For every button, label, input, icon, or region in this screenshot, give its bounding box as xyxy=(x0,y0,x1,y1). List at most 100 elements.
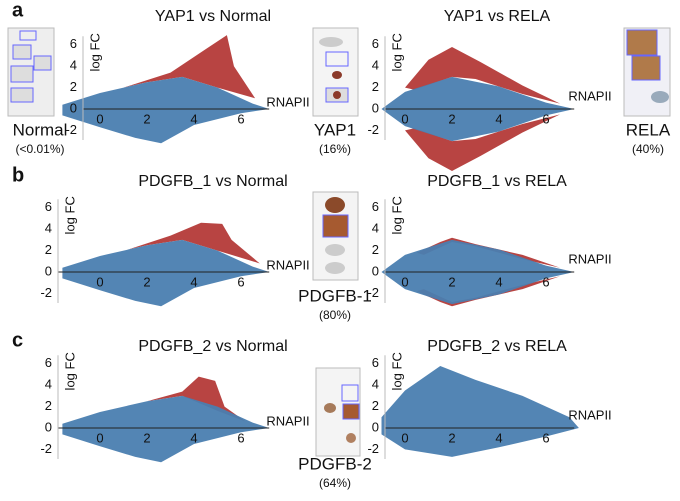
y-tick-label: 0 xyxy=(372,100,379,115)
x-tick-label: 6 xyxy=(542,111,549,126)
x-tick-label: 4 xyxy=(190,111,197,126)
point-cloud xyxy=(62,76,270,144)
point-cloud xyxy=(123,35,256,99)
y-tick-label: 2 xyxy=(45,242,52,257)
y-tick-label: 2 xyxy=(70,79,77,94)
y-tick-label: 2 xyxy=(372,79,379,94)
ma-plot xyxy=(62,35,270,144)
x-tick-label: 4 xyxy=(190,430,197,445)
annotation: RNAPII xyxy=(266,413,309,428)
x-tick-label: 4 xyxy=(190,274,197,289)
plot-title: PDGFB_2 vs RELA xyxy=(427,338,567,355)
y-tick-label: 6 xyxy=(372,355,379,370)
y-tick-label: 4 xyxy=(45,221,52,236)
annotation: RNAPII xyxy=(266,94,309,109)
y-tick-label: 4 xyxy=(45,377,52,392)
ma-plot xyxy=(57,199,270,307)
x-tick-label: 2 xyxy=(448,430,455,445)
plot-title: YAP1 vs Normal xyxy=(155,8,271,25)
sample-name: YAP1 xyxy=(314,120,356,139)
y-tick-label: 6 xyxy=(372,36,379,51)
x-tick-label: 0 xyxy=(401,111,408,126)
ma-plot xyxy=(381,199,575,307)
point-cloud xyxy=(405,46,561,104)
y-tick-label: 2 xyxy=(372,398,379,413)
annotation: RNAPII xyxy=(568,407,611,422)
plot-title: PDGFB_1 vs RELA xyxy=(427,173,567,190)
thumbnail-pdgfb2 xyxy=(315,367,361,457)
x-tick-label: 0 xyxy=(401,430,408,445)
x-tick-label: 0 xyxy=(96,111,103,126)
y-tick-label: 6 xyxy=(70,36,77,51)
y-tick-label: -2 xyxy=(40,285,52,300)
annotation: RNAPII xyxy=(568,88,611,103)
x-tick-label: 2 xyxy=(143,430,150,445)
panel-label: a xyxy=(12,0,24,21)
y-tick-label: 0 xyxy=(372,263,379,278)
x-tick-label: 6 xyxy=(237,111,244,126)
y-tick-label: -2 xyxy=(40,441,52,456)
y-tick-label: 6 xyxy=(372,199,379,214)
y-tick-label: -2 xyxy=(367,285,379,300)
point-cloud xyxy=(128,222,260,264)
x-tick-label: 2 xyxy=(143,274,150,289)
plot-title: YAP1 vs RELA xyxy=(444,8,551,25)
x-tick-label: 6 xyxy=(542,430,549,445)
x-tick-label: 4 xyxy=(495,111,502,126)
x-tick-label: 6 xyxy=(542,274,549,289)
x-tick-label: 4 xyxy=(495,430,502,445)
y-tick-label: 4 xyxy=(372,58,379,73)
ma-plot xyxy=(381,355,579,460)
sample-name: PDGFB-1 xyxy=(298,286,372,305)
sample-name: Normal xyxy=(13,120,68,139)
point-cloud xyxy=(405,114,561,172)
y-tick-label: 6 xyxy=(45,355,52,370)
point-cloud xyxy=(62,395,270,463)
ma-plot xyxy=(57,355,270,463)
y-tick-label: -2 xyxy=(367,122,379,137)
sample-percent: (64%) xyxy=(319,476,351,490)
sample-percent: (80%) xyxy=(319,308,351,322)
point-cloud xyxy=(62,239,270,307)
sample-name: RELA xyxy=(626,120,671,139)
ma-plot xyxy=(381,36,575,172)
thumbnail-rela xyxy=(623,27,671,117)
y-axis-label: log FC xyxy=(62,196,77,234)
sample-percent: (16%) xyxy=(319,142,351,156)
y-axis-label: log FC xyxy=(62,352,77,390)
sample-percent: (<0.01%) xyxy=(15,142,64,156)
x-tick-label: 6 xyxy=(237,274,244,289)
y-tick-label: 4 xyxy=(70,58,77,73)
annotation: RNAPII xyxy=(568,251,611,266)
x-tick-label: 0 xyxy=(401,274,408,289)
y-tick-label: 6 xyxy=(45,199,52,214)
y-tick-label: 0 xyxy=(45,419,52,434)
y-axis-label: log FC xyxy=(389,33,404,71)
thumbnail-yap1 xyxy=(312,27,359,117)
panel-label: c xyxy=(12,329,23,351)
y-tick-label: 0 xyxy=(372,419,379,434)
sample-name: PDGFB-2 xyxy=(298,454,372,473)
x-tick-label: 4 xyxy=(495,274,502,289)
x-tick-label: 2 xyxy=(448,111,455,126)
y-axis-label: log FC xyxy=(389,196,404,234)
y-tick-label: 4 xyxy=(372,377,379,392)
y-tick-label: 0 xyxy=(45,263,52,278)
annotation: RNAPII xyxy=(266,257,309,272)
panel-label: b xyxy=(12,164,24,186)
y-axis-label: log FC xyxy=(87,33,102,71)
plot-title: PDGFB_1 vs Normal xyxy=(138,173,287,190)
thumbnail-pdgfb1 xyxy=(312,191,359,281)
plot-title: PDGFB_2 vs Normal xyxy=(138,338,287,355)
thumbnail-normal xyxy=(7,27,55,117)
x-tick-label: 6 xyxy=(237,430,244,445)
y-tick-label: 4 xyxy=(372,221,379,236)
sample-percent: (40%) xyxy=(632,142,664,156)
y-axis-label: log FC xyxy=(389,352,404,390)
x-tick-label: 0 xyxy=(96,430,103,445)
x-tick-label: 2 xyxy=(448,274,455,289)
x-tick-label: 0 xyxy=(96,274,103,289)
y-tick-label: 2 xyxy=(372,242,379,257)
y-tick-label: -2 xyxy=(65,122,77,137)
